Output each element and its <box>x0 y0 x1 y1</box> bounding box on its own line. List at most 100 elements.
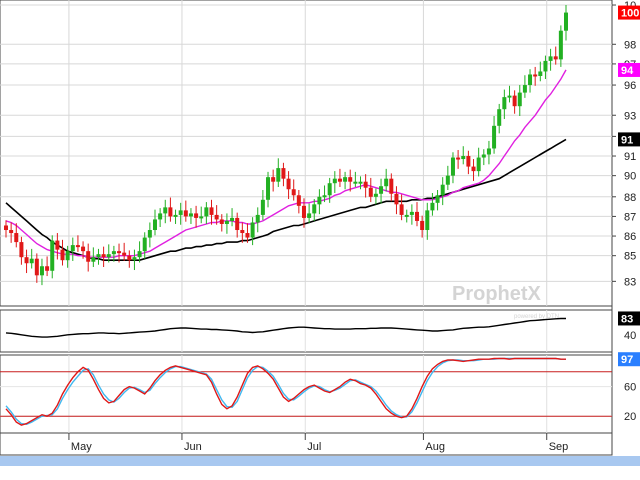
candle-down <box>19 242 24 258</box>
candle-down <box>301 205 306 218</box>
candle-up <box>132 257 137 261</box>
candle-down <box>45 266 50 271</box>
candle-up <box>502 97 507 110</box>
candle-up <box>445 175 450 185</box>
candle-down <box>86 251 91 262</box>
candle-up <box>440 184 445 196</box>
candle-up <box>163 207 168 214</box>
candle-up <box>96 254 101 258</box>
candle-up <box>373 193 378 197</box>
candle-up <box>111 251 116 255</box>
candle-down <box>281 168 286 179</box>
stochastic-badge: 97 <box>621 354 633 366</box>
indicator-panel <box>0 309 613 353</box>
stochastic-tick-label: 60 <box>624 382 636 394</box>
candle-down <box>75 245 80 248</box>
last-price-badge-box <box>618 5 640 20</box>
stochastic-panel <box>0 354 613 434</box>
candle-up <box>528 74 533 86</box>
candle-up <box>322 195 327 198</box>
slow-ma-badge: 91 <box>621 134 633 146</box>
grid-lines <box>0 0 612 433</box>
candle-down <box>14 233 19 243</box>
candle-up <box>404 214 409 217</box>
candle-down <box>553 56 558 60</box>
candle-up <box>230 217 235 221</box>
stochastic-lines <box>5 357 566 426</box>
candle-up <box>430 202 435 211</box>
candle-down <box>34 258 39 276</box>
candle-up <box>250 222 255 238</box>
candle-down <box>219 219 224 224</box>
candle-up <box>538 71 543 76</box>
bottom-scrollbar[interactable] <box>0 456 640 466</box>
candle-up <box>492 125 497 149</box>
candle-up <box>224 220 229 224</box>
price-tick-label: 86 <box>624 231 636 243</box>
candle-up <box>147 230 152 238</box>
slow-moving-average-line <box>5 138 567 261</box>
candle-up <box>204 207 209 217</box>
stochastic-badge-box <box>618 352 640 367</box>
date-label: Jul <box>307 441 321 453</box>
indicator-tick-label: 40 <box>624 330 636 342</box>
candle-down <box>101 254 106 258</box>
moving-averages <box>5 69 567 261</box>
fast-moving-average-line <box>5 69 567 258</box>
indicator-badge: 83 <box>621 313 633 325</box>
candle-down <box>389 178 394 194</box>
candle-down <box>183 210 188 217</box>
indicator-line-path <box>5 317 566 338</box>
price-tick-label: 87 <box>624 211 636 223</box>
fast-ma-badge: 94 <box>621 65 634 77</box>
candle-up <box>517 92 522 107</box>
candle-down <box>291 189 296 196</box>
candle-down <box>4 225 8 231</box>
price-tick-label: 83 <box>624 276 636 288</box>
price-tick-label: 85 <box>624 251 636 263</box>
candle-up <box>142 237 147 252</box>
candle-up <box>409 211 414 215</box>
candle-down <box>194 213 199 218</box>
candle-up <box>461 156 466 160</box>
candle-up <box>276 168 281 182</box>
date-label: Sep <box>549 441 569 453</box>
candle-down <box>533 74 538 77</box>
candle-down <box>363 181 368 188</box>
candle-down <box>55 240 60 250</box>
price-tick-label: 88 <box>624 192 636 204</box>
price-tick-label: 98 <box>624 39 636 51</box>
candle-down <box>122 252 127 256</box>
candle-down <box>420 220 425 231</box>
price-tick-label: 90 <box>624 171 636 183</box>
candle-down <box>415 211 420 221</box>
candle-down <box>296 195 301 206</box>
candle-up <box>332 178 337 184</box>
candle-down <box>214 214 219 220</box>
candle-up <box>312 204 317 214</box>
candle-up <box>425 210 430 231</box>
date-axis-labels: May Jun Jul Aug Sep <box>68 433 569 453</box>
candle-down <box>368 187 373 197</box>
date-axis-panel <box>0 432 613 456</box>
candle-up <box>358 181 363 184</box>
candle-down <box>240 230 245 234</box>
stochastic-reference-lines <box>0 371 612 417</box>
candle-up <box>327 183 332 196</box>
candle-up <box>173 214 178 217</box>
stochastic-tick-label: 20 <box>624 411 636 423</box>
candle-down <box>209 207 214 215</box>
candle-up <box>564 12 568 31</box>
candle-up <box>343 177 348 182</box>
price-tick-label: 93 <box>624 110 636 122</box>
candle-up <box>548 56 553 61</box>
candle-up <box>266 177 271 200</box>
candle-down <box>399 204 404 215</box>
candle-up <box>178 210 183 215</box>
candle-up <box>91 257 96 262</box>
candle-down <box>117 251 122 254</box>
candle-up <box>70 245 75 252</box>
candle-down <box>81 246 86 252</box>
candle-down <box>394 193 399 205</box>
candle-up <box>317 196 322 205</box>
